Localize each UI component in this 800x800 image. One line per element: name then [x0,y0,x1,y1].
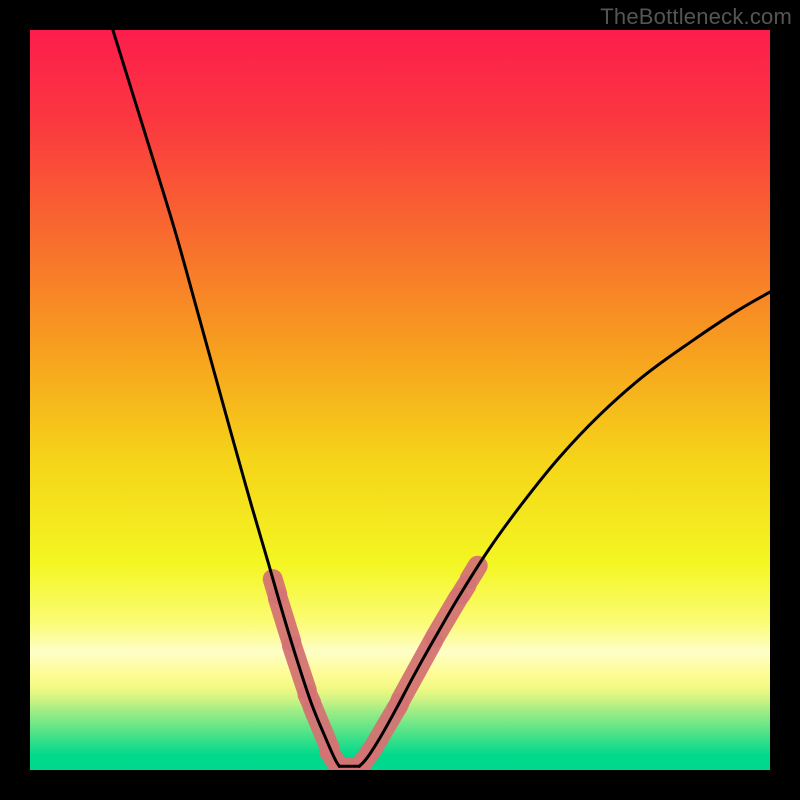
chart-frame: TheBottleneck.com [0,0,800,800]
bottleneck-chart [30,30,770,770]
watermark-text: TheBottleneck.com [600,4,792,30]
gradient-background [30,30,770,770]
